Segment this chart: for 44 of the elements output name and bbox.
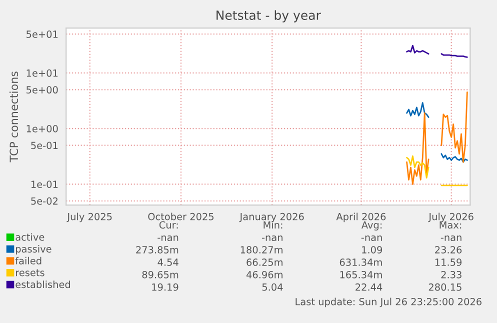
y-tick-label: 1e+01: [26, 69, 58, 77]
y-tick-label: 5e+01: [26, 30, 58, 38]
text: Last update: Sun Jul 26 23:25:00 2026: [296, 298, 482, 308]
text: Avg:: [361, 221, 382, 230]
y-axis-title: TCP connections: [9, 72, 18, 162]
text: 23.26: [435, 246, 462, 254]
text: -nan: [361, 235, 382, 242]
x-tick-label: July 2025: [66, 212, 112, 222]
text: 4.54: [158, 258, 178, 266]
chart-title: Netstat - by year: [216, 10, 321, 22]
y-tick-label: 1e-01: [31, 180, 58, 188]
y-tick-label: 5e-01: [31, 142, 58, 150]
legend-label: active: [16, 233, 44, 241]
text: 66.25m: [246, 258, 282, 266]
text: 165.34m: [340, 270, 382, 278]
y-tick-label: 5e-02: [31, 197, 58, 205]
text: 631.34m: [340, 258, 382, 266]
text: 180.27m: [240, 246, 282, 254]
text: Max:: [440, 221, 462, 229]
text: Min:: [264, 221, 282, 228]
y-tick-label: 1e+00: [26, 125, 58, 132]
text: 89.65m: [142, 270, 178, 278]
x-tick-label: January 2026: [239, 212, 304, 222]
legend-label: failed: [15, 256, 42, 264]
text: 46.96m: [246, 270, 282, 278]
x-tick-label: October 2025: [148, 212, 214, 220]
text: -nan: [440, 235, 462, 242]
text: 2.33: [441, 270, 462, 278]
x-tick-label: July 2026: [428, 212, 474, 222]
legend-label: established: [16, 280, 70, 288]
text: 5.04: [262, 283, 283, 291]
text: -nan: [158, 235, 178, 242]
legend-label: resets: [16, 269, 44, 276]
text: 280.15: [428, 283, 462, 291]
text: 19.19: [152, 283, 178, 291]
text: 1.09: [362, 246, 382, 254]
text: 11.59: [435, 258, 462, 266]
y-tick-label: 5e+00: [26, 86, 58, 94]
legend-label: passive: [16, 245, 52, 254]
text: 22.44: [356, 283, 382, 291]
x-tick-label: April 2026: [336, 212, 386, 222]
text: -nan: [262, 235, 282, 242]
text: Cur:: [159, 221, 178, 229]
text: 273.85m: [136, 246, 178, 254]
